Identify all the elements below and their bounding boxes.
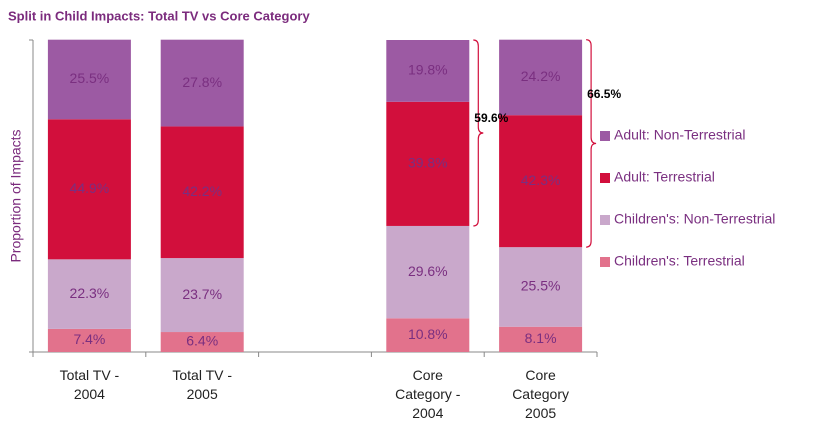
legend-swatch [600, 215, 610, 225]
bar-segment [386, 318, 470, 352]
value-label: 42.2% [182, 183, 222, 199]
bar-segment [499, 115, 583, 248]
legend-label: Adult: Terrestrial [614, 169, 715, 185]
bar-segment [160, 258, 244, 333]
value-label: 29.6% [408, 263, 448, 279]
x-tick-label: Total TV - 2005 [172, 367, 233, 402]
legend-label: Adult: Non-Terrestrial [614, 127, 746, 143]
bar-segment [160, 332, 244, 352]
legend-swatch [600, 257, 610, 267]
value-label: 8.1% [525, 330, 557, 346]
value-label: 22.3% [70, 285, 110, 301]
legend-label: Children's: Non-Terrestrial [614, 211, 775, 227]
x-tick-label: Core Category - 2004 [395, 367, 461, 421]
bar-segment [47, 119, 131, 260]
bar-segment [499, 247, 583, 327]
brace [586, 39, 597, 248]
value-label: 44.9% [70, 180, 110, 196]
value-label: 19.8% [408, 62, 448, 78]
legend-swatch [600, 131, 610, 141]
x-tick-label: Total TV - 2004 [59, 367, 120, 402]
chart-title: Split in Child Impacts: Total TV vs Core… [8, 8, 310, 23]
bar-segment [386, 225, 470, 319]
value-label: 25.5% [521, 278, 561, 294]
annotation: 59.6% [474, 111, 508, 125]
bar-segment [160, 39, 244, 127]
legend-swatch [600, 173, 610, 183]
bar-segment [47, 328, 131, 352]
brace [473, 39, 484, 227]
bar-segment [160, 126, 244, 259]
annotation: 66.5% [587, 87, 621, 101]
value-label: 25.5% [70, 70, 110, 86]
x-tick-label: Core Category 2005 [512, 367, 569, 421]
bar-segment [47, 259, 131, 329]
legend-label: Children's: Terrestrial [614, 253, 745, 269]
value-label: 42.3% [521, 172, 561, 188]
bar-segment [499, 39, 583, 116]
bar-segment [499, 326, 583, 352]
value-label: 7.4% [73, 331, 105, 347]
value-label: 10.8% [408, 326, 448, 342]
value-label: 24.2% [521, 68, 561, 84]
bar-segment [47, 39, 131, 120]
value-label: 6.4% [186, 333, 218, 349]
value-label: 39.8% [408, 155, 448, 171]
bar-segment [386, 40, 470, 102]
y-axis-label: Proportion of Impacts [8, 129, 24, 262]
bar-segment [386, 101, 470, 226]
value-label: 27.8% [182, 74, 222, 90]
value-label: 23.7% [182, 286, 222, 302]
